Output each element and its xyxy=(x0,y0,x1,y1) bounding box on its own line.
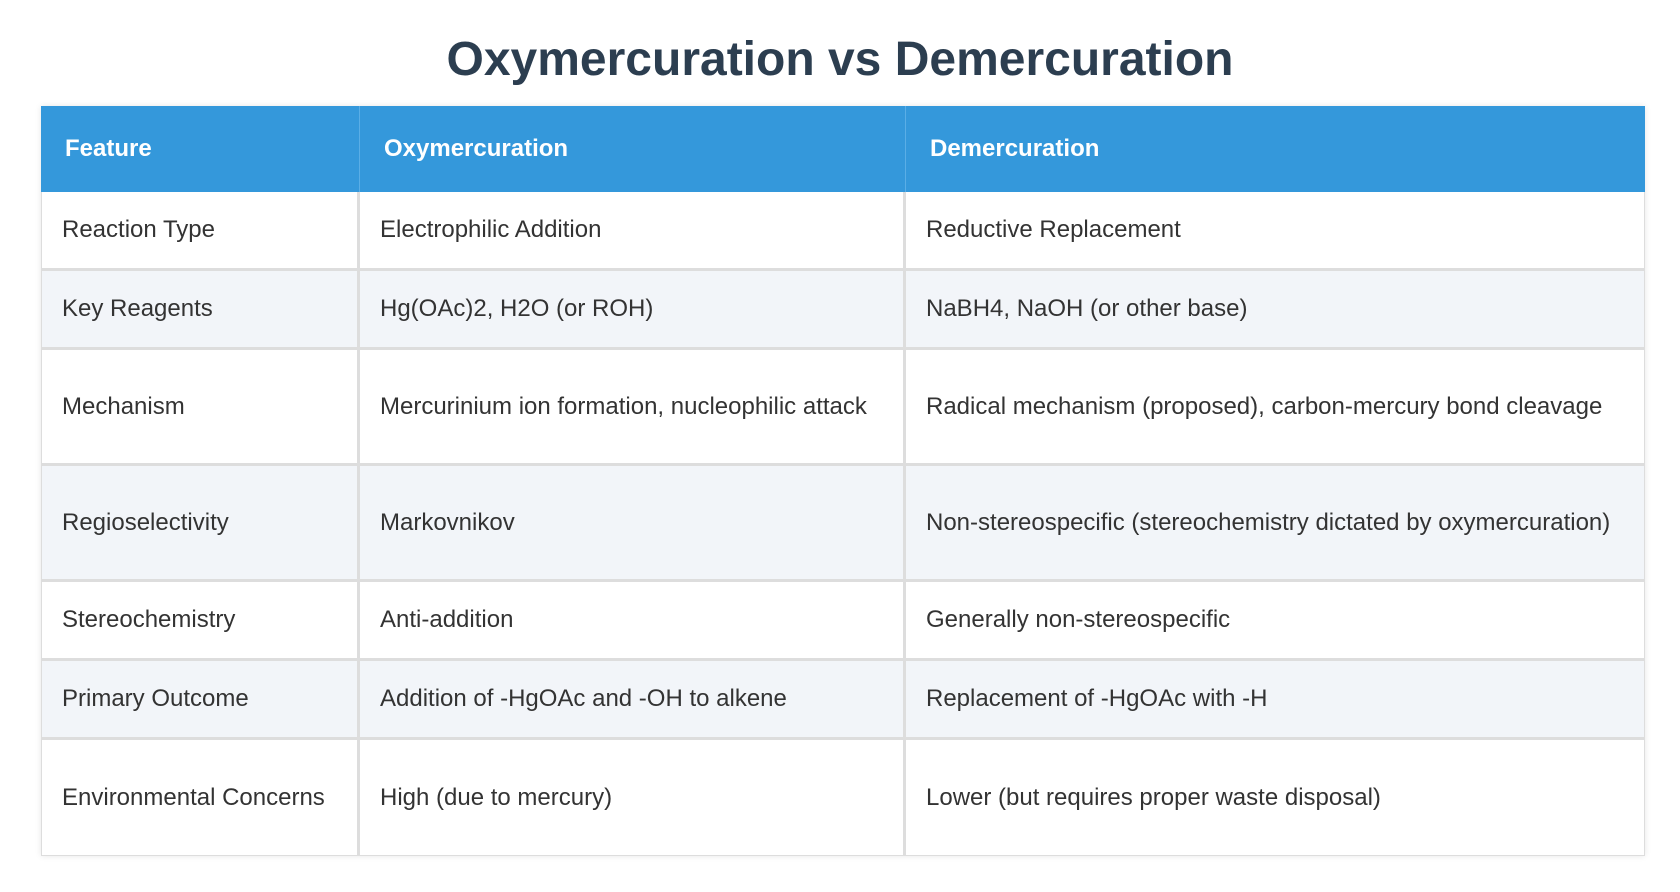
header-oxymercuration: Oxymercuration xyxy=(360,106,906,192)
table-header-row: Feature Oxymercuration Demercuration xyxy=(41,106,1645,192)
table-row: Reaction Type Electrophilic Addition Red… xyxy=(41,192,1645,271)
demercuration-cell: Generally non-stereospecific xyxy=(906,582,1645,661)
header-feature: Feature xyxy=(41,106,360,192)
feature-cell: Reaction Type xyxy=(41,192,360,271)
table-row: Regioselectivity Markovnikov Non-stereos… xyxy=(41,466,1645,582)
oxymercuration-cell: Electrophilic Addition xyxy=(360,192,906,271)
header-demercuration: Demercuration xyxy=(906,106,1645,192)
page-title: Oxymercuration vs Demercuration xyxy=(446,33,1234,86)
table-row: Environmental Concerns High (due to merc… xyxy=(41,740,1645,856)
oxymercuration-cell: Mercurinium ion formation, nucleophilic … xyxy=(360,350,906,466)
table-row: Primary Outcome Addition of -HgOAc and -… xyxy=(41,661,1645,740)
demercuration-cell: NaBH4, NaOH (or other base) xyxy=(906,271,1645,350)
oxymercuration-cell: Anti-addition xyxy=(360,582,906,661)
feature-cell: Regioselectivity xyxy=(41,466,360,582)
oxymercuration-cell: Markovnikov xyxy=(360,466,906,582)
feature-cell: Environmental Concerns xyxy=(41,740,360,856)
feature-cell: Mechanism xyxy=(41,350,360,466)
table-row: Stereochemistry Anti-addition Generally … xyxy=(41,582,1645,661)
demercuration-cell: Non-stereospecific (stereochemistry dict… xyxy=(906,466,1645,582)
demercuration-cell: Lower (but requires proper waste disposa… xyxy=(906,740,1645,856)
comparison-table-container: Feature Oxymercuration Demercuration Rea… xyxy=(41,106,1645,856)
oxymercuration-cell: High (due to mercury) xyxy=(360,740,906,856)
feature-cell: Primary Outcome xyxy=(41,661,360,740)
table-row: Mechanism Mercurinium ion formation, nuc… xyxy=(41,350,1645,466)
feature-cell: Stereochemistry xyxy=(41,582,360,661)
table-row: Key Reagents Hg(OAc)2, H2O (or ROH) NaBH… xyxy=(41,271,1645,350)
demercuration-cell: Replacement of -HgOAc with -H xyxy=(906,661,1645,740)
comparison-table: Feature Oxymercuration Demercuration Rea… xyxy=(41,106,1645,856)
demercuration-cell: Radical mechanism (proposed), carbon-mer… xyxy=(906,350,1645,466)
feature-cell: Key Reagents xyxy=(41,271,360,350)
oxymercuration-cell: Addition of -HgOAc and -OH to alkene xyxy=(360,661,906,740)
oxymercuration-cell: Hg(OAc)2, H2O (or ROH) xyxy=(360,271,906,350)
demercuration-cell: Reductive Replacement xyxy=(906,192,1645,271)
